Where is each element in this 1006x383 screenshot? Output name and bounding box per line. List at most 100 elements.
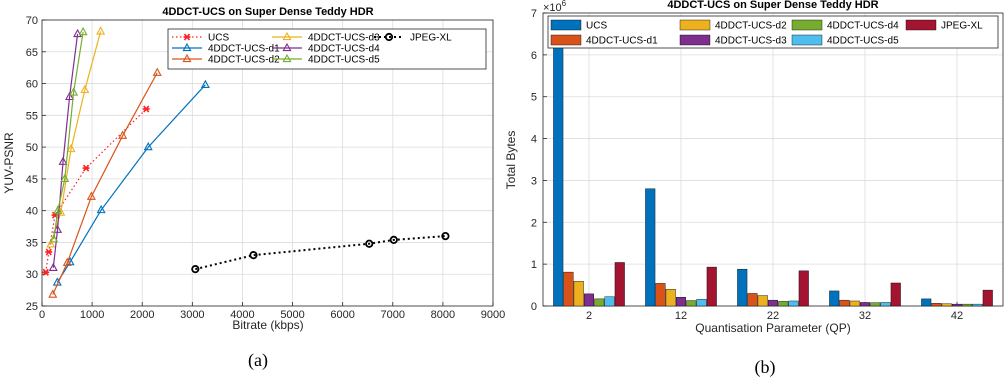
legend-entry: UCS xyxy=(172,33,229,44)
psnr-line-chart: 0 1000 2000 3000 4000 5000 6000 7000 8000 9000 25 3… xyxy=(2,6,505,332)
chart-title: 4DDCT-UCS on Super Dense Teddy HDR xyxy=(667,0,878,11)
x-tick-label: 32 xyxy=(859,310,871,322)
x-tick-label: 12 xyxy=(675,310,687,322)
bar-4ddct-ucs-d3 xyxy=(584,293,595,307)
legend-entry: 4DDCT-UCS-d4 xyxy=(791,19,899,32)
legend-label: 4DDCT-UCS-d5 xyxy=(827,36,899,47)
series-line xyxy=(50,31,102,245)
data-point xyxy=(48,262,58,272)
series-line xyxy=(195,235,446,271)
y-tick-label: 6 xyxy=(531,50,537,62)
series-jpeg-xl xyxy=(191,231,450,274)
legend-entry: 4DDCT-UCS-d2 xyxy=(679,19,787,32)
legend-swatch xyxy=(791,34,823,46)
legend-label: 4DDCT-UCS-d1 xyxy=(586,36,658,47)
x-tick-label: 0 xyxy=(39,309,45,321)
legend-label: 4DDCT-UCS-d4 xyxy=(827,21,899,32)
data-point xyxy=(53,205,63,214)
series-line xyxy=(53,31,84,240)
bar-jpeg-xl xyxy=(706,266,717,307)
legend-entry: 4DDCT-UCS-d2 xyxy=(172,53,280,66)
data-point xyxy=(49,234,59,243)
caption-b: (b) xyxy=(755,357,776,378)
bar-4ddct-ucs-d1 xyxy=(747,293,758,307)
data-point xyxy=(182,42,192,52)
bar-4ddct-ucs-d4 xyxy=(686,300,697,307)
bar-4ddct-ucs-d3 xyxy=(952,303,963,307)
bar-ucs xyxy=(737,268,748,307)
caption-a: (a) xyxy=(248,350,268,371)
data-point xyxy=(73,28,83,38)
chart-title: 4DDCT-UCS on Super Dense Teddy HDR xyxy=(162,6,373,18)
data-point xyxy=(42,268,50,276)
legend-swatch xyxy=(791,19,823,31)
y-tick-label: 70 xyxy=(26,15,38,27)
legend-label: 4DDCT-UCS-d5 xyxy=(308,55,380,66)
data-point xyxy=(365,239,374,248)
data-point xyxy=(45,248,53,256)
star-stroke xyxy=(143,105,150,113)
data-point xyxy=(191,265,200,274)
legend-box xyxy=(167,28,487,70)
data-point xyxy=(143,141,153,151)
y-tick-label: 50 xyxy=(26,142,38,154)
bar-4ddct-ucs-d4 xyxy=(870,302,881,307)
bar-4ddct-ucs-d4 xyxy=(594,298,605,307)
x-axis-label: Quantisation Parameter (QP) xyxy=(695,321,850,335)
bar-ucs xyxy=(553,33,564,307)
bar-ucs xyxy=(829,290,840,307)
star-stroke xyxy=(82,164,90,172)
y-tick-label: 3 xyxy=(531,175,537,187)
bar-4ddct-ucs-d1 xyxy=(655,283,666,307)
x-tick-label: 3000 xyxy=(180,309,204,321)
legend-entry: 4DDCT-UCS-d1 xyxy=(172,42,280,55)
y-tick-label: 7 xyxy=(531,8,537,20)
star-stroke xyxy=(183,33,191,41)
series-group xyxy=(42,26,450,298)
bar-4ddct-ucs-d3 xyxy=(860,302,871,307)
legend-entry: 4DDCT-UCS-d4 xyxy=(272,42,380,55)
bar-4ddct-ucs-d2 xyxy=(849,300,860,307)
data-point xyxy=(182,53,192,63)
data-point xyxy=(62,257,72,266)
x-tick-label: 9000 xyxy=(481,309,505,321)
bar-4ddct-ucs-d2 xyxy=(665,289,676,307)
bar-4ddct-ucs-d5 xyxy=(972,303,983,307)
legend-label: JPEG-XL xyxy=(941,21,983,32)
x-axis-label: Bitrate (kbps) xyxy=(232,318,303,332)
data-point xyxy=(96,26,106,35)
series-4ddct-ucs-d4 xyxy=(48,28,83,272)
data-point xyxy=(282,31,292,41)
series-4ddct-ucs-d3 xyxy=(46,26,106,248)
bar-ucs xyxy=(921,298,932,307)
y-tick-label: 4 xyxy=(531,134,537,146)
x-tick-label: 2 xyxy=(586,310,592,322)
bar-4ddct-ucs-d1 xyxy=(931,303,942,307)
legend-entry: 4DDCT-UCS-d5 xyxy=(791,34,899,47)
bar-4ddct-ucs-d4 xyxy=(962,303,973,307)
legend-label: 4DDCT-UCS-d2 xyxy=(715,21,787,32)
legend-label: JPEG-XL xyxy=(410,33,452,44)
data-point xyxy=(58,156,68,165)
data-point xyxy=(69,87,79,96)
bar-4ddct-ucs-d5 xyxy=(788,300,799,307)
data-point xyxy=(441,231,450,241)
y-tick-label: 60 xyxy=(26,79,38,91)
series-4ddct-ucs-d5 xyxy=(49,26,88,243)
legend-label: 4DDCT-UCS-d1 xyxy=(208,44,280,55)
data-point xyxy=(282,42,292,52)
bar-ucs xyxy=(645,188,656,307)
y-tick-label: 25 xyxy=(26,301,38,313)
legend-entry: UCS xyxy=(550,19,607,32)
legend-swatch xyxy=(550,19,582,31)
star-stroke xyxy=(42,268,49,276)
x-tick-label: 42 xyxy=(951,310,963,322)
y-tick-label: 1 xyxy=(531,259,537,271)
y-tick-label: 40 xyxy=(26,206,38,218)
y-axis-label: YUV-PSNR xyxy=(2,132,16,194)
legend-label: 4DDCT-UCS-d3 xyxy=(715,36,787,47)
series-line xyxy=(52,33,79,268)
legend-entry: 4DDCT-UCS-d3 xyxy=(272,31,380,44)
bar-4ddct-ucs-d2 xyxy=(757,295,768,307)
